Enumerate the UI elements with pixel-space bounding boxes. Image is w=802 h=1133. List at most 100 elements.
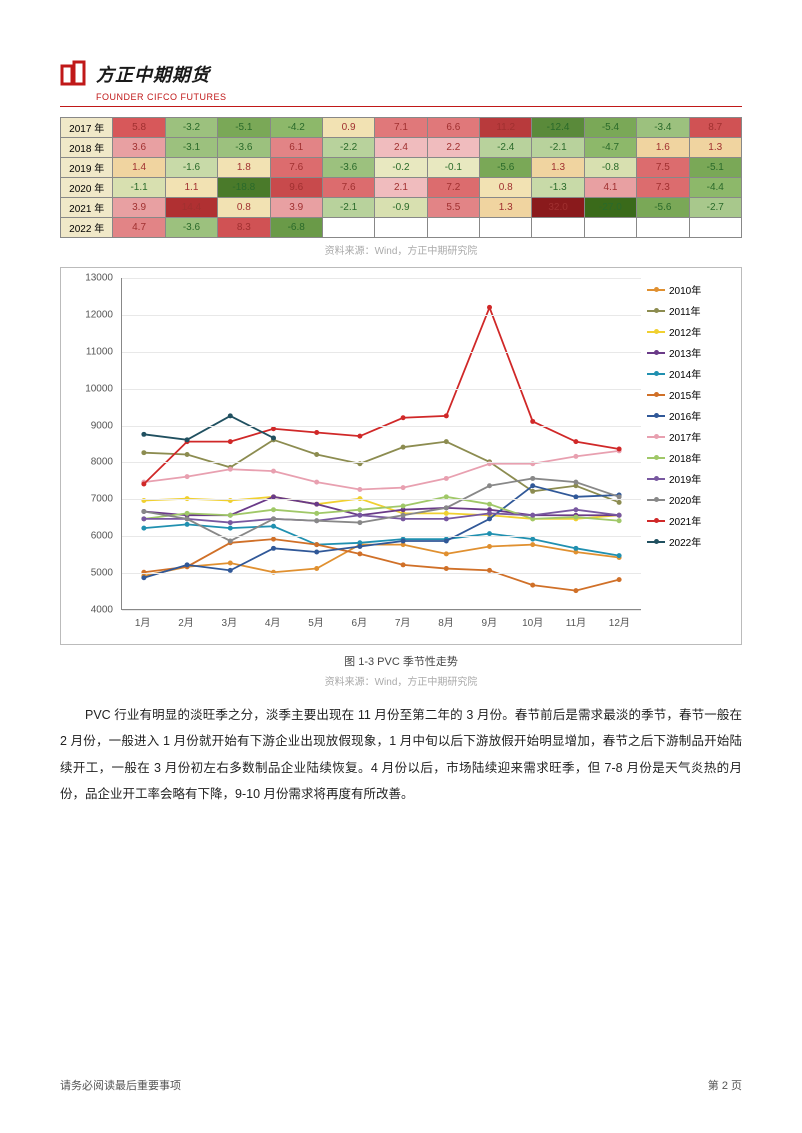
legend-item: 2013年 — [647, 345, 721, 360]
legend-item: 2020年 — [647, 492, 721, 507]
legend-item: 2022年 — [647, 534, 721, 549]
data-cell: -1.1 — [113, 178, 165, 198]
x-tick: 9月 — [482, 614, 498, 629]
x-tick: 4月 — [265, 614, 281, 629]
data-cell: -0.9 — [375, 198, 427, 218]
data-cell: -2.7 — [689, 198, 742, 218]
chart-container: 4000500060007000800090001000011000120001… — [60, 267, 742, 645]
data-cell: 6.6 — [427, 118, 479, 138]
data-cell — [480, 218, 532, 238]
data-cell: 2.2 — [427, 138, 479, 158]
y-tick: 7000 — [91, 494, 113, 505]
x-tick: 12月 — [609, 614, 630, 629]
data-cell: -0.1 — [427, 158, 479, 178]
year-cell: 2020 年 — [61, 178, 113, 198]
legend-item: 2018年 — [647, 450, 721, 465]
x-tick: 7月 — [395, 614, 411, 629]
data-cell: -4.7 — [584, 138, 636, 158]
heatmap-table: 2017 年5.8-3.2-5.1-4.20.97.16.611.2-12.4-… — [60, 117, 742, 238]
x-tick: 2月 — [178, 614, 194, 629]
data-cell: 5.5 — [427, 198, 479, 218]
data-cell: -3.4 — [637, 118, 689, 138]
data-cell: -2.1 — [322, 198, 374, 218]
y-tick: 11000 — [86, 346, 113, 357]
data-cell: 4.7 — [113, 218, 165, 238]
y-axis: 4000500060007000800090001000011000120001… — [81, 278, 121, 610]
data-cell: 2.4 — [375, 138, 427, 158]
year-cell: 2017 年 — [61, 118, 113, 138]
year-cell: 2018 年 — [61, 138, 113, 158]
data-cell: 7.5 — [637, 158, 689, 178]
data-cell: 8.3 — [218, 218, 270, 238]
data-cell: -3.6 — [322, 158, 374, 178]
logo-icon — [60, 60, 88, 88]
legend-item: 2017年 — [647, 429, 721, 444]
data-cell: -5.6 — [637, 198, 689, 218]
data-cell: 3.9 — [113, 198, 165, 218]
data-cell: -12.4 — [532, 118, 584, 138]
data-cell: -3.6 — [165, 218, 217, 238]
logo-en: FOUNDER CIFCO FUTURES — [96, 92, 742, 102]
data-cell — [637, 218, 689, 238]
year-cell: 2022 年 — [61, 218, 113, 238]
data-cell: -1.6 — [165, 158, 217, 178]
legend-item: 2019年 — [647, 471, 721, 486]
x-tick: 3月 — [222, 614, 238, 629]
data-cell: -3.6 — [218, 138, 270, 158]
data-cell: 7.6 — [322, 178, 374, 198]
data-cell: -18.8 — [218, 178, 270, 198]
data-cell: 1.3 — [532, 158, 584, 178]
y-tick: 4000 — [91, 605, 113, 616]
y-tick: 13000 — [85, 273, 113, 284]
data-cell: -2.4 — [480, 138, 532, 158]
footer: 请务必阅读最后重要事项 第 2 页 — [60, 1077, 742, 1093]
data-cell: 7.3 — [637, 178, 689, 198]
x-tick: 11月 — [566, 614, 586, 629]
x-tick: 5月 — [308, 614, 324, 629]
data-cell: -5.1 — [218, 118, 270, 138]
logo: 方正中期期货 — [60, 60, 742, 88]
data-cell — [375, 218, 427, 238]
data-cell: 0.8 — [218, 198, 270, 218]
chart-source: 资料来源：Wind，方正中期研究院 — [60, 673, 742, 688]
x-tick: 6月 — [352, 614, 368, 629]
data-cell — [584, 218, 636, 238]
data-cell: -2.2 — [322, 138, 374, 158]
y-tick: 6000 — [91, 531, 113, 542]
data-cell: -5.1 — [689, 158, 742, 178]
legend-item: 2010年 — [647, 282, 721, 297]
plot-area — [121, 278, 641, 610]
data-cell: -27.0 — [584, 198, 636, 218]
data-cell: -0.2 — [375, 158, 427, 178]
legend-item: 2012年 — [647, 324, 721, 339]
y-tick: 10000 — [85, 383, 113, 394]
data-cell: 9.6 — [270, 178, 322, 198]
data-cell: 7.6 — [270, 158, 322, 178]
legend-item: 2014年 — [647, 366, 721, 381]
x-axis: 1月2月3月4月5月6月7月8月9月10月11月12月 — [121, 610, 641, 638]
data-cell — [532, 218, 584, 238]
footer-right: 第 2 页 — [708, 1077, 742, 1093]
data-cell: -5.4 — [584, 118, 636, 138]
data-cell: -3.2 — [165, 118, 217, 138]
y-tick: 9000 — [91, 420, 113, 431]
body-paragraph: PVC 行业有明显的淡旺季之分，淡季主要出现在 11 月份至第二年的 3 月份。… — [60, 702, 742, 807]
legend-item: 2016年 — [647, 408, 721, 423]
data-cell: 1.8 — [218, 158, 270, 178]
x-tick: 8月 — [438, 614, 454, 629]
x-tick: 1月 — [135, 614, 151, 629]
table-source: 资料来源：Wind，方正中期研究院 — [60, 242, 742, 257]
data-cell: -2.1 — [532, 138, 584, 158]
data-cell: -1.3 — [532, 178, 584, 198]
data-cell: 1.6 — [637, 138, 689, 158]
data-cell: 32.0 — [532, 198, 584, 218]
data-cell: 0.8 — [480, 178, 532, 198]
legend-item: 2021年 — [647, 513, 721, 528]
data-cell: 4.1 — [584, 178, 636, 198]
data-cell: -0.8 — [584, 158, 636, 178]
data-cell: 11.2 — [480, 118, 532, 138]
data-cell: 3.9 — [270, 198, 322, 218]
data-cell: 7.1 — [375, 118, 427, 138]
year-cell: 2019 年 — [61, 158, 113, 178]
chart-caption: 图 1-3 PVC 季节性走势 — [60, 653, 742, 669]
